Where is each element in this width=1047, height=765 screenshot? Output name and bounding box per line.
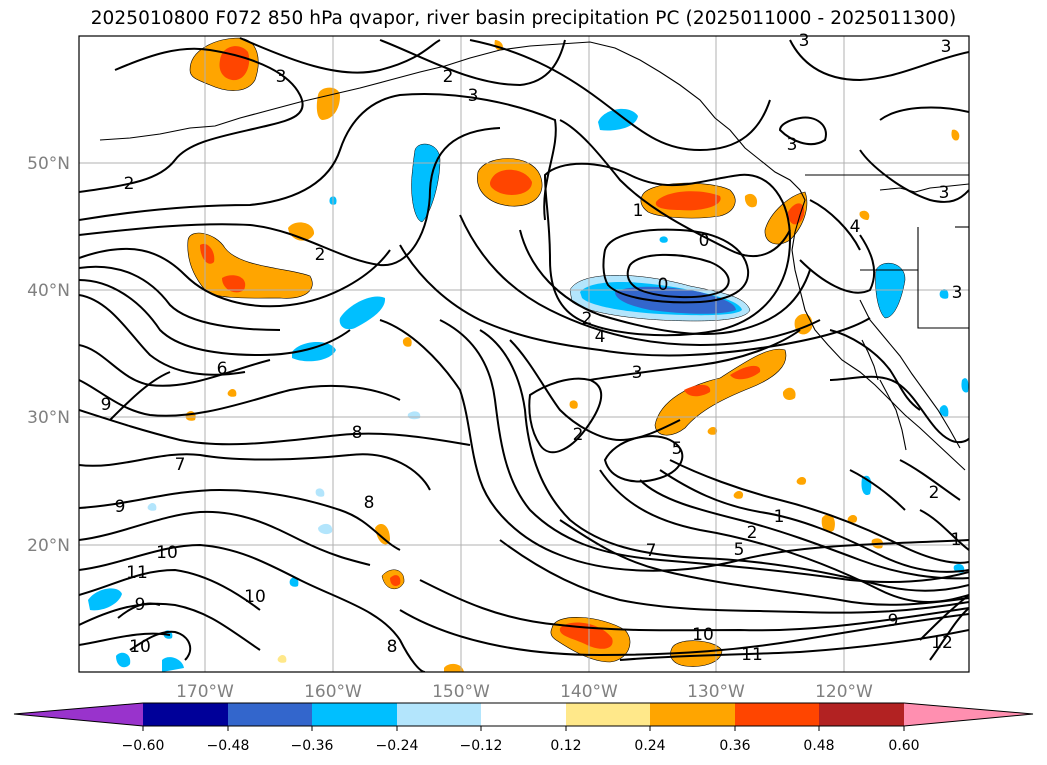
lon-label-160w: 160°W (304, 682, 362, 702)
coastline-layer (99, 41, 969, 471)
lon-label-140w: 140°W (560, 682, 618, 702)
latitude-labels: 50°N 40°N 30°N 20°N (27, 154, 70, 556)
colorbar-tick-label: −0.48 (207, 738, 250, 754)
shade-positive-1-core (219, 46, 250, 81)
contour-label: 11 (126, 563, 148, 583)
longitude-labels: 170°W 160°W 150°W 140°W 130°W 120°W (176, 682, 873, 702)
contour-label: 3 (939, 183, 950, 203)
colorbar-tick-label: 0.36 (719, 738, 750, 754)
contour-label: 9 (115, 497, 126, 517)
contour-label: 1 (633, 201, 644, 221)
colorbar-tick-label: 0.24 (634, 738, 665, 754)
contour-label: 2 (315, 245, 326, 265)
contour-label: 2 (747, 523, 758, 543)
contour-label: 4 (850, 217, 861, 237)
colorbar-tick-label: −0.24 (376, 738, 419, 754)
lat-label-50n: 50°N (27, 154, 70, 174)
colorbar-tick-label: −0.12 (460, 738, 503, 754)
contour-label: 3 (941, 37, 952, 57)
colorbar-tick-label: 0.48 (803, 738, 834, 754)
contour-label: 10 (244, 587, 266, 607)
colorbar-tick-label: 0.12 (550, 738, 581, 754)
shade-negative-1 (411, 143, 441, 223)
contour-label: 11 (741, 645, 763, 665)
contour-label: 10 (129, 637, 151, 657)
contour-label: 10 (692, 625, 714, 645)
contour-label: 9 (101, 395, 112, 415)
colorbar: −0.60 −0.48 −0.36 −0.24 −0.12 0.12 0.24 … (13, 702, 1034, 754)
contour-label: 1 (774, 507, 785, 527)
contour-layer (79, 37, 969, 672)
contour-label: 5 (734, 540, 745, 560)
lon-label-130w: 130°W (687, 682, 745, 702)
contour-label: 8 (387, 637, 398, 657)
contour-label: 3 (468, 86, 479, 106)
contour-label: 0 (699, 231, 710, 251)
map-title: 2025010800 F072 850 hPa qvapor, river ba… (90, 8, 957, 29)
contour-label: 2 (124, 174, 135, 194)
map-area (79, 36, 969, 672)
colorbar-segment-brick (819, 703, 904, 726)
contour-label: 6 (217, 359, 228, 379)
colorbar-segment-red-orange (735, 703, 819, 726)
colorbar-tick-label: 0.60 (888, 738, 919, 754)
contour-label: 2 (573, 425, 584, 445)
contour-label: 7 (175, 455, 186, 475)
colorbar-segment-navy (143, 703, 228, 726)
colorbar-tick-label: −0.60 (122, 738, 165, 754)
lat-label-40n: 40°N (27, 281, 70, 301)
map-border (78, 35, 970, 673)
colorbar-segment-white (481, 703, 566, 726)
contour-label: 2 (443, 67, 454, 87)
lon-label-150w: 150°W (432, 682, 490, 702)
contour-label: 9 (135, 595, 146, 615)
contour-label: 8 (364, 493, 375, 513)
lat-label-20n: 20°N (27, 536, 70, 556)
lon-label-170w: 170°W (176, 682, 234, 702)
colorbar-segment-royal-blue (228, 703, 312, 726)
contour-label: 3 (632, 363, 643, 383)
contour-label: 4 (595, 327, 606, 347)
contour-label: 2 (582, 309, 593, 329)
contour-label: 8 (352, 423, 363, 443)
colorbar-segment-pink (904, 703, 1033, 726)
lat-label-30n: 30°N (27, 408, 70, 428)
colorbar-segment-deep-sky (312, 703, 397, 726)
lon-label-120w: 120°W (815, 682, 873, 702)
colorbar-segment-purple (14, 703, 143, 726)
contour-labels: 3 2 3 3 3 3 2 2 1 0 0 4 3 2 4 6 3 9 8 2 … (101, 31, 963, 665)
contour-label: 7 (646, 541, 657, 561)
contour-label: 3 (952, 283, 963, 303)
contour-label: 3 (276, 67, 287, 87)
contour-label: 1 (951, 530, 962, 550)
colorbar-tick-label: −0.36 (291, 738, 334, 754)
contour-label: 2 (929, 483, 940, 503)
colorbar-segment-orange (650, 703, 735, 726)
colorbar-segment-light-yellow (566, 703, 650, 726)
contour-label: 3 (787, 135, 798, 155)
contour-label: 5 (672, 439, 683, 459)
contour-label: 0 (658, 275, 669, 295)
contour-label: 9 (888, 611, 899, 631)
contour-label: 12 (931, 633, 953, 653)
colorbar-segment-light-blue (397, 703, 481, 726)
contour-label: 3 (799, 31, 810, 51)
contour-label: 10 (156, 543, 178, 563)
